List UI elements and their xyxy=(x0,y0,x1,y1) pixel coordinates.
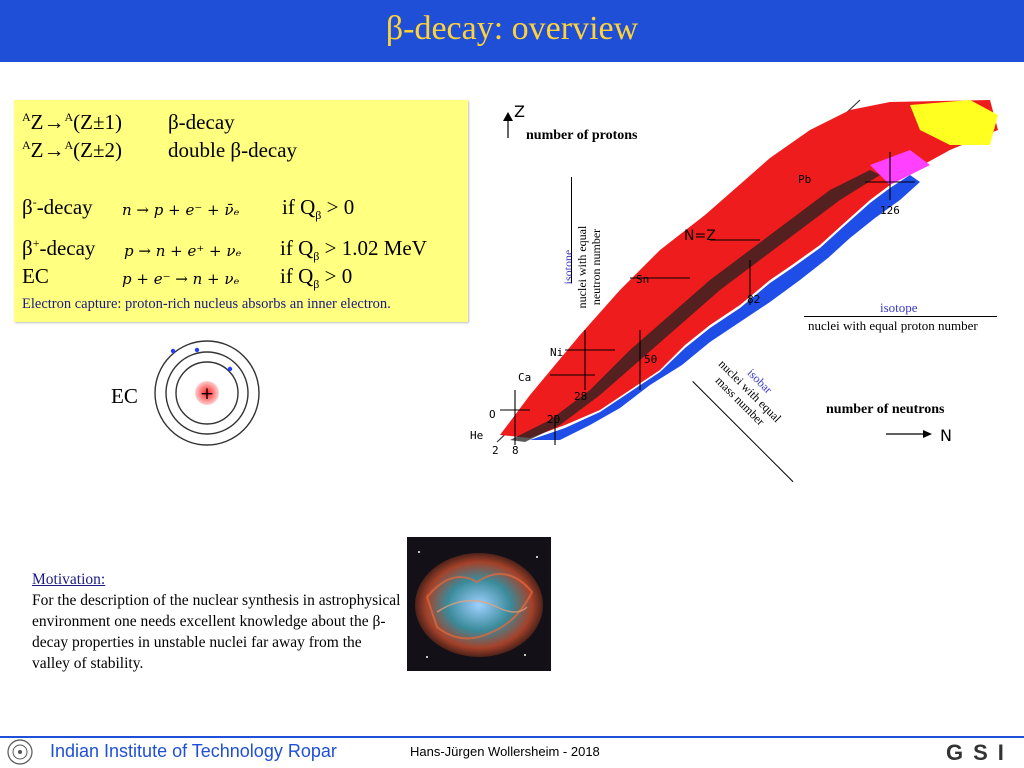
decay-line-2-label: double β-decay xyxy=(168,138,298,162)
element-label-pb: Pb xyxy=(798,173,811,186)
nuclide-band xyxy=(500,100,998,442)
nucleus xyxy=(195,381,219,405)
mass-number-sup: A xyxy=(22,138,31,152)
condition-text: if Q xyxy=(282,195,316,219)
beta-plus-equation: p → n + e⁺ + νₑ xyxy=(124,242,242,260)
inner-shell xyxy=(175,361,239,425)
proton-rich-region xyxy=(500,100,998,438)
atom-label: EC xyxy=(111,384,138,408)
motivation-block: Motivation: For the description of the n… xyxy=(32,569,402,674)
author-credit: Hans-Jürgen Wollersheim - 2018 xyxy=(410,744,600,759)
z-axis-label: Z xyxy=(514,102,525,121)
decay-line-1-tail: (Z±1) xyxy=(73,110,123,134)
electron xyxy=(227,366,233,372)
beta-plus-label: β+-decay xyxy=(22,236,95,261)
electron xyxy=(194,347,200,353)
fission-region xyxy=(870,150,930,185)
z-arrow-head xyxy=(503,112,513,121)
beta-plus-condition: if Qβ > 1.02 MeV xyxy=(280,236,427,264)
mass-number-sup: A xyxy=(64,110,74,124)
isotope-line xyxy=(804,316,997,317)
middle-shell xyxy=(165,351,249,435)
ec-note: Electron capture: proton-rich nucleus ab… xyxy=(22,296,391,312)
protons-label: number of protons xyxy=(526,128,638,143)
stable-valley xyxy=(510,170,880,442)
header-bar xyxy=(0,0,1024,62)
atom-diagram: + xyxy=(154,340,260,446)
beta-minus-equation: n → p + e⁻ + ν̄ₑ xyxy=(122,201,240,219)
decay-line-1-text: Z→ xyxy=(30,110,65,134)
gsi-logo: GSI xyxy=(946,740,1014,765)
condition-text: if Q xyxy=(280,236,314,260)
condition-tail: > 0 xyxy=(321,195,355,219)
element-label-ni: Ni xyxy=(550,346,563,359)
neutrons-label: number of neutrons xyxy=(826,402,945,417)
beta-symbol: β xyxy=(22,236,33,260)
motivation-body: For the description of the nuclear synth… xyxy=(32,592,401,672)
beta-symbol: β xyxy=(22,195,33,219)
isotone-annotation: isotone nuclei with equal neutron number xyxy=(561,212,603,322)
condition-sub: β xyxy=(313,277,320,292)
footer-line xyxy=(0,736,1024,738)
formula-box: AZ→A(Z±1) β-decay AZ→A(Z±2) double β-dec… xyxy=(14,100,468,322)
condition-sub: β xyxy=(315,208,322,223)
condition-sub: β xyxy=(313,249,320,264)
element-label-ca: Ca xyxy=(518,371,531,384)
beta-minus-condition: if Qβ > 0 xyxy=(282,195,354,223)
nuclide-chart: Z N N=Z Pb Sn Ni Ca O He 2 8 20 28 50 82… xyxy=(470,99,998,457)
motivation-heading: Motivation: xyxy=(32,571,106,588)
page-title: β-decay: overview xyxy=(385,10,639,47)
charge-sup: + xyxy=(32,236,40,250)
isotope-desc: nuclei with equal proton number xyxy=(808,318,978,333)
magic-126: 126 xyxy=(880,204,900,217)
condition-tail: > 1.02 MeV xyxy=(319,236,427,260)
element-label-o: O xyxy=(489,408,496,421)
iit-ropar-logo xyxy=(7,739,33,765)
decay-line-2-text: Z→ xyxy=(30,138,65,162)
magic-50: 50 xyxy=(644,353,657,366)
n-arrow-head xyxy=(923,430,932,438)
isotope-label: isotope xyxy=(880,300,918,315)
ec-label: EC xyxy=(22,264,49,288)
magic-20: 20 xyxy=(547,413,560,426)
condition-tail: > 0 xyxy=(319,264,353,288)
mass-number-sup: A xyxy=(22,110,31,124)
isotone-desc-1: nuclei with equal xyxy=(575,225,589,309)
outer-shell xyxy=(154,340,260,446)
nz-label: N=Z xyxy=(684,228,716,244)
magic-2: 2 xyxy=(492,444,499,457)
isotone-label: isotone xyxy=(561,249,575,285)
decay-line-1: AZ→A(Z±1) xyxy=(22,110,122,135)
crab-nebula-image xyxy=(407,537,551,671)
element-label-sn: Sn xyxy=(636,273,649,286)
magic-82: 82 xyxy=(747,293,760,306)
n-axis-label: N xyxy=(940,426,952,445)
ec-equation: p + e⁻ → n + νₑ xyxy=(122,270,240,288)
isotone-desc-2: neutron number xyxy=(589,228,603,306)
mass-number-sup: A xyxy=(64,138,74,152)
magic-lines xyxy=(500,152,915,445)
beta-minus-label: β--decay xyxy=(22,195,93,220)
decay-line-2-tail: (Z±2) xyxy=(73,138,123,162)
element-label-he: He xyxy=(470,429,483,442)
condition-text: if Q xyxy=(280,264,314,288)
decay-line-2: AZ→A(Z±2) xyxy=(22,138,122,163)
isotone-line xyxy=(571,177,572,283)
electron xyxy=(170,348,176,354)
ec-condition: if Qβ > 0 xyxy=(280,264,352,292)
alpha-decay-region xyxy=(910,100,998,145)
magic-8: 8 xyxy=(512,444,519,457)
charge-sup: - xyxy=(32,195,37,209)
institute-name: Indian Institute of Technology Ropar xyxy=(50,741,337,761)
decay-suffix: -decay xyxy=(36,195,93,219)
decay-suffix: -decay xyxy=(39,236,96,260)
magic-28: 28 xyxy=(574,390,587,403)
decay-line-1-label: β-decay xyxy=(168,110,235,134)
neutron-rich-region xyxy=(530,175,920,440)
nucleus-sign: + xyxy=(200,384,214,404)
